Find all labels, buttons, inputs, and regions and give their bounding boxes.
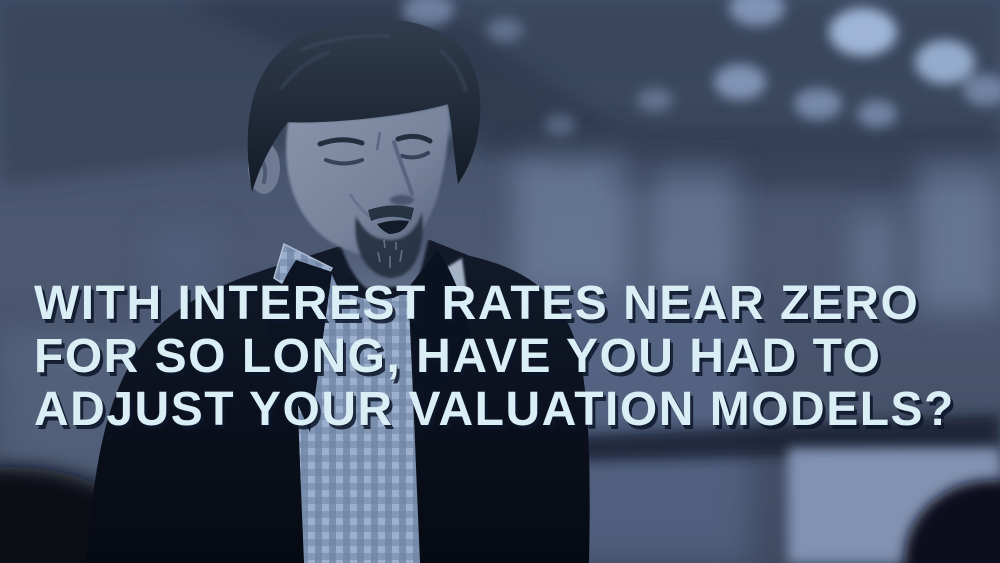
caption-line-3: ADJUST YOUR VALUATION MODELS? <box>34 383 955 436</box>
eyebrows <box>317 133 433 147</box>
mouth <box>377 220 409 234</box>
person-figure <box>86 19 590 563</box>
caption-overlay: WITH INTEREST RATES NEAR ZERO FOR SO LON… <box>34 277 955 436</box>
shirt <box>296 266 420 563</box>
caption-line-1: WITH INTEREST RATES NEAR ZERO <box>34 277 920 330</box>
nose <box>392 140 414 196</box>
goatee-gray-flecks <box>377 239 403 268</box>
nose-shadow <box>390 195 414 205</box>
goatee <box>355 212 423 278</box>
hair-texture <box>278 34 468 93</box>
eyes <box>324 151 430 166</box>
background-person-silhouette <box>904 480 1000 563</box>
brow-furrow <box>375 131 382 151</box>
mustache <box>368 205 414 221</box>
head <box>247 19 481 278</box>
suit-lapel-right <box>408 250 470 442</box>
caption-line-2: FOR SO LONG, HAVE YOU HAD TO <box>34 330 882 383</box>
suit-lapel-left <box>266 260 332 432</box>
